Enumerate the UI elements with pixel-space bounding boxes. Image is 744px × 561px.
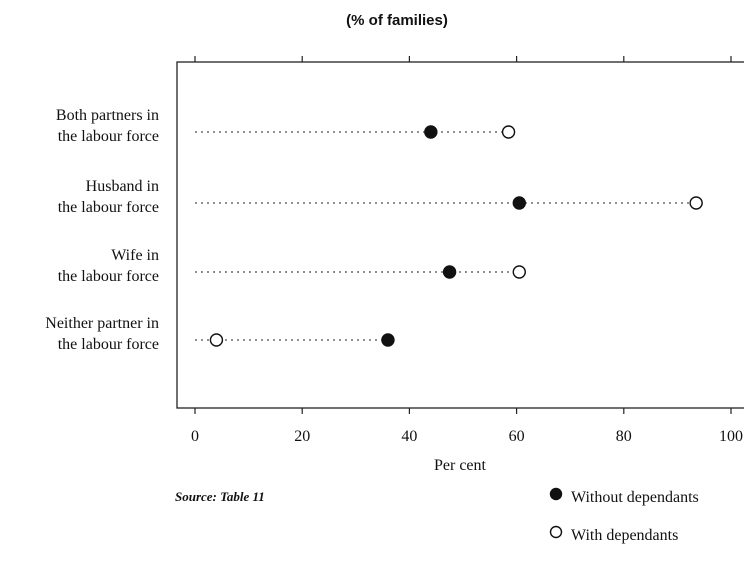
category-label: Wife in (111, 247, 159, 264)
point-without-dependants (512, 196, 526, 210)
legend-marker-without-dependants (549, 487, 563, 501)
plot-frame (176, 61, 744, 409)
data-points (209, 125, 703, 347)
point-without-dependants (424, 125, 438, 139)
category-label: Neither partner in (45, 315, 159, 332)
legend-marker-with-dependants (549, 525, 563, 539)
legend-label: With dependants (571, 527, 678, 544)
chart-title: (% of families) (346, 12, 448, 29)
top-axis-ticks (194, 56, 732, 62)
point-with-dependants (512, 265, 526, 279)
point-with-dependants (209, 333, 224, 347)
category-label: the labour force (58, 336, 159, 353)
x-tick-label: 0 (191, 428, 199, 445)
point-without-dependants (381, 333, 395, 347)
category-label: the labour force (58, 128, 159, 145)
point-without-dependants (442, 265, 457, 279)
x-tick-label: 40 (401, 428, 417, 445)
dot-leader-lines (195, 131, 697, 341)
x-axis-ticks: 0 20 40 60 80 100 (191, 408, 743, 445)
x-tick-label: 100 (719, 428, 743, 445)
x-tick-label: 80 (616, 428, 632, 445)
category-label: Both partners in (56, 107, 159, 124)
legend: Without dependants With dependants (549, 487, 699, 544)
legend-label: Without dependants (571, 489, 699, 506)
category-label: the labour force (58, 199, 159, 216)
point-with-dependants (689, 196, 703, 210)
category-label: the labour force (58, 268, 159, 285)
category-labels: Both partners in the labour force Husband … (45, 107, 159, 353)
x-tick-label: 60 (509, 428, 525, 445)
category-label: Husband in (86, 178, 159, 195)
x-axis-title: Per cent (434, 457, 487, 474)
point-with-dependants (501, 125, 516, 139)
x-tick-label: 20 (294, 428, 310, 445)
source-note: Source: Table 11 (175, 489, 265, 504)
